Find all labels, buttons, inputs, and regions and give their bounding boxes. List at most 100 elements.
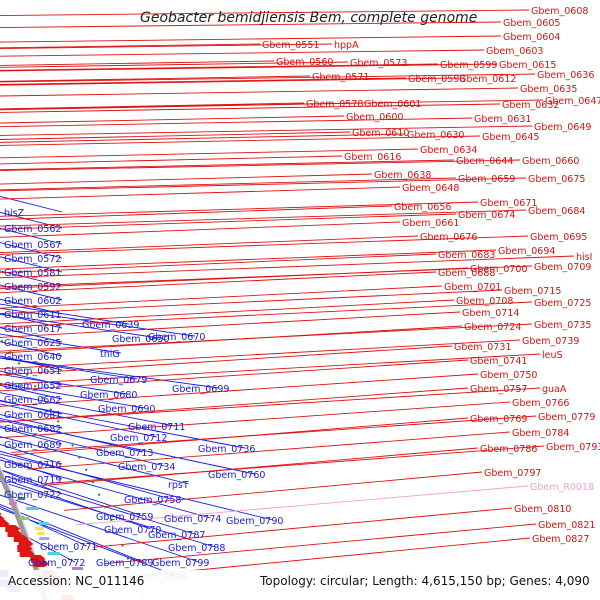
left-gene-label: Gbem_0625 [4, 338, 61, 349]
right-leader-line [0, 77, 458, 86]
right-gene-label: Gbem_0610 [352, 128, 409, 139]
right-leader-line [0, 177, 457, 191]
right-gene-label: Gbem_0784 [512, 428, 569, 439]
right-leader-line [0, 205, 393, 220]
right-leader-line [0, 77, 407, 85]
right-leader-line [0, 359, 469, 392]
right-gene-label: Gbem_0598 [408, 74, 465, 85]
right-leader-line [0, 301, 533, 328]
right-gene-label: Gbem_0551 [262, 40, 319, 51]
left-gene-label: Gbem_0581 [4, 268, 61, 279]
mid-gene-label: Gbem_0680 [80, 390, 137, 401]
right-gene-label: Gbem_0708 [456, 296, 513, 307]
mid-leader-line [0, 436, 189, 485]
right-gene-label: Gbem_0630 [407, 130, 464, 141]
right-gene-label: Gbem_0739 [522, 336, 579, 347]
right-gene-label: Gbem_0715 [504, 286, 561, 297]
right-leader-line [75, 485, 529, 526]
right-gene-label: Gbem_0615 [499, 60, 556, 71]
right-leader-line [13, 417, 469, 456]
cog-feature-block [47, 552, 60, 555]
mid-gene-label: Gbem_0712 [110, 433, 167, 444]
right-leader-line [0, 99, 544, 110]
cog-feature-block [39, 537, 50, 540]
right-leader-line [0, 73, 536, 83]
right-gene-label: leuS [542, 350, 563, 361]
right-leader-line [0, 159, 521, 172]
right-leader-line [0, 213, 457, 230]
right-gene-label: Gbem_0676 [420, 232, 477, 243]
right-gene-label: guaA [542, 384, 567, 395]
right-gene-label: Gbem_0656 [394, 202, 451, 213]
right-leader-line [40, 445, 545, 485]
forward-gene-arrow [0, 512, 2, 516]
right-gene-label: Gbem_0688 [438, 268, 495, 279]
mid-gene-label: Gbem_0639 [82, 320, 139, 331]
right-leader-line [0, 271, 437, 294]
right-gene-label: Gbem_0634 [420, 145, 477, 156]
right-leader-line [0, 325, 463, 354]
right-leader-line [0, 115, 345, 124]
right-gene-label: Gbem_0827 [532, 534, 589, 545]
right-gene-label: Gbem_0645 [482, 132, 539, 143]
right-leader-line [0, 299, 455, 325]
mid-gene-label: Gbem_0679 [90, 375, 147, 386]
right-leader-line [0, 209, 527, 227]
right-gene-label: Gbem_0810 [514, 504, 571, 515]
right-gene-label: Gbem_0750 [480, 370, 537, 381]
right-gene-label: Gbem_0725 [534, 298, 591, 309]
right-gene-label: Gbem_0631 [474, 114, 531, 125]
right-leader-line [0, 235, 419, 254]
mid-leader-line [0, 522, 76, 563]
mid-gene-label: Gbem_0670 [148, 332, 205, 343]
mid-gene-label: Gbem_0650 [112, 334, 169, 345]
right-gene-label: Gbem_0769 [470, 414, 527, 425]
right-gene-label: Gbem_0636 [537, 70, 594, 81]
right-leader-line [92, 507, 513, 548]
right-leader-line [0, 155, 343, 165]
right-gene-label: Gbem_0724 [464, 322, 521, 333]
right-gene-label: Gbem_0573 [350, 58, 407, 69]
mid-leader-line [0, 469, 143, 517]
left-gene-label: Gbem_0681 [4, 410, 61, 421]
right-gene-label: Gbem_0605 [503, 18, 560, 29]
right-gene-label: Gbem_0660 [522, 156, 579, 167]
right-leader-line [0, 9, 530, 16]
left-gene-label: Gbem_0689 [4, 440, 61, 451]
mid-gene-label: rpsT [168, 480, 189, 491]
right-gene-label: Gbem_0635 [520, 84, 577, 95]
right-leader-line [0, 21, 502, 28]
right-gene-label: Gbem_0797 [484, 468, 541, 479]
left-gene-label: Gbem_0602 [4, 296, 61, 307]
mid-leader-line [0, 459, 211, 519]
right-leader-line [0, 75, 311, 82]
right-gene-label: Gbem_0612 [459, 74, 516, 85]
left-gene-label: Gbem_0611 [4, 310, 61, 321]
right-leader-line [0, 63, 439, 71]
cog-feature-block [8, 502, 17, 505]
mid-gene-label: Gbem_0759 [96, 512, 153, 523]
right-leader-line [0, 35, 502, 43]
mid-gene-label: thiG [100, 349, 120, 360]
right-gene-label: Gbem_0608 [531, 6, 588, 17]
mid-gene-label: Gbem_0711 [128, 422, 185, 433]
right-gene-label: Gbem_0786 [480, 444, 537, 455]
right-gene-label: Gbem_0671 [480, 198, 537, 209]
mid-leader-line [0, 392, 175, 427]
cog-feature-block [71, 567, 84, 570]
right-leader-line [0, 173, 373, 185]
mid-leader-line [0, 400, 245, 449]
right-leader-line [27, 431, 511, 470]
right-gene-label: Gbem_0632 [502, 100, 559, 111]
right-gene-label: Gbem_0659 [458, 174, 515, 185]
cog-feature-block [35, 527, 44, 530]
cog-feature-block [38, 522, 49, 525]
genome-title: Geobacter bemidjiensis Bem, complete gen… [140, 10, 478, 26]
mid-leader-line [0, 504, 143, 563]
left-gene-label: Gbem_0716 [4, 460, 61, 471]
right-gene-label: Gbem_0793 [546, 442, 600, 453]
cog-feature-block [26, 507, 40, 510]
right-leader-line [0, 63, 498, 72]
mid-leader-line [0, 425, 165, 467]
right-gene-label: Gbem_0757 [470, 384, 527, 395]
